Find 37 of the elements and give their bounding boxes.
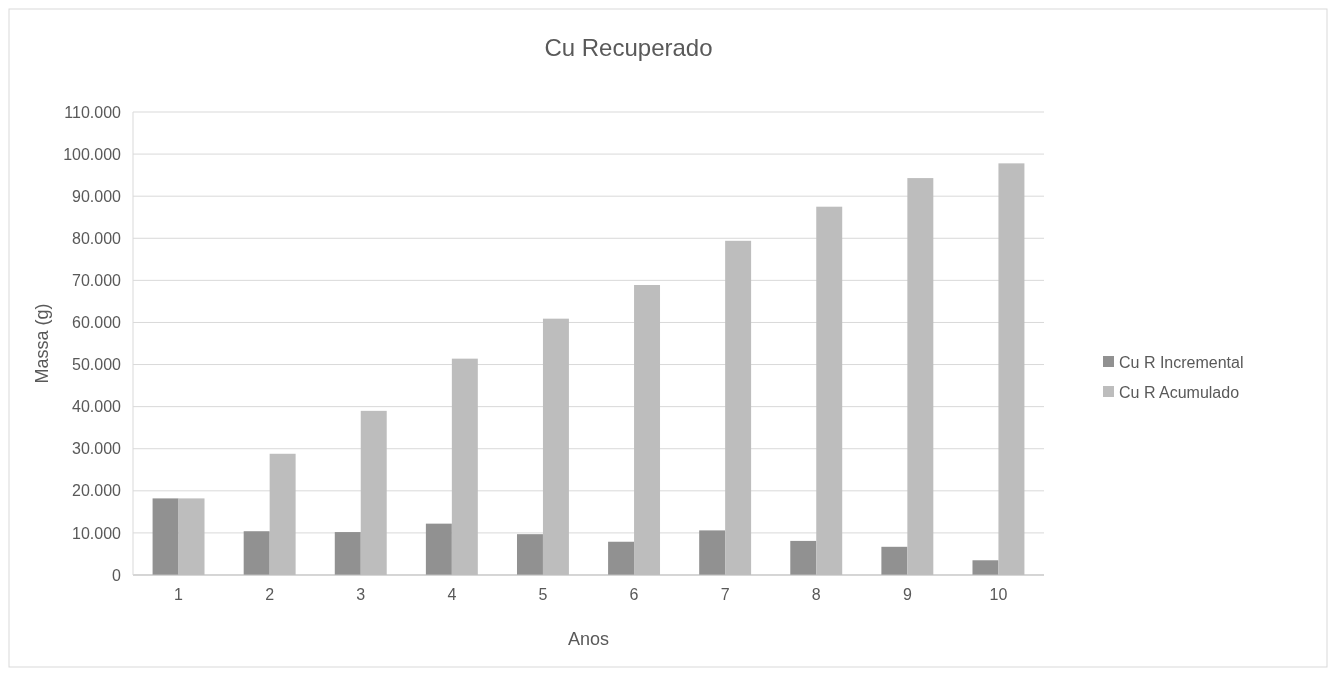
y-tick-label: 60.000 bbox=[72, 314, 122, 332]
bar bbox=[790, 540, 817, 575]
x-tick-label: 9 bbox=[902, 586, 912, 603]
y-axis-title: Massa (g) bbox=[32, 303, 52, 384]
y-tick-label: 110.000 bbox=[64, 103, 122, 121]
x-axis-title: Anos bbox=[567, 629, 610, 649]
bar bbox=[425, 523, 452, 575]
y-tick-label: 90.000 bbox=[72, 187, 122, 205]
x-tick-label: 6 bbox=[629, 586, 639, 603]
bar bbox=[516, 534, 543, 575]
x-tick-label: 8 bbox=[811, 586, 821, 603]
y-tick-label: 10.000 bbox=[72, 524, 122, 542]
x-tick-label: 5 bbox=[538, 586, 548, 603]
bar bbox=[243, 531, 270, 575]
bar bbox=[334, 532, 361, 575]
bar bbox=[972, 560, 999, 575]
bar bbox=[608, 541, 635, 575]
x-tick-label: 1 bbox=[174, 586, 184, 603]
chart-title: Cu Recuperado bbox=[544, 34, 713, 61]
x-tick-label: 4 bbox=[447, 586, 457, 603]
x-tick-label: 2 bbox=[265, 586, 275, 603]
x-tick-label: 10 bbox=[989, 586, 1008, 603]
bar bbox=[152, 498, 179, 575]
y-tick-label: 100.000 bbox=[63, 145, 122, 163]
x-tick-label: 3 bbox=[356, 586, 366, 603]
y-tick-label: 20.000 bbox=[72, 482, 122, 500]
y-tick-label: 50.000 bbox=[72, 356, 122, 374]
bar bbox=[881, 546, 908, 575]
y-tick-label: 70.000 bbox=[72, 271, 122, 289]
legend-label: Cu R Acumulado bbox=[1119, 383, 1240, 401]
y-tick-label: 80.000 bbox=[72, 229, 122, 247]
y-tick-label: 0 bbox=[112, 566, 122, 584]
bar bbox=[699, 530, 726, 575]
y-tick-label: 40.000 bbox=[72, 398, 122, 416]
legend-label: Cu R Incremental bbox=[1119, 353, 1244, 371]
y-tick-label: 30.000 bbox=[72, 440, 122, 458]
x-tick-label: 7 bbox=[720, 586, 730, 603]
